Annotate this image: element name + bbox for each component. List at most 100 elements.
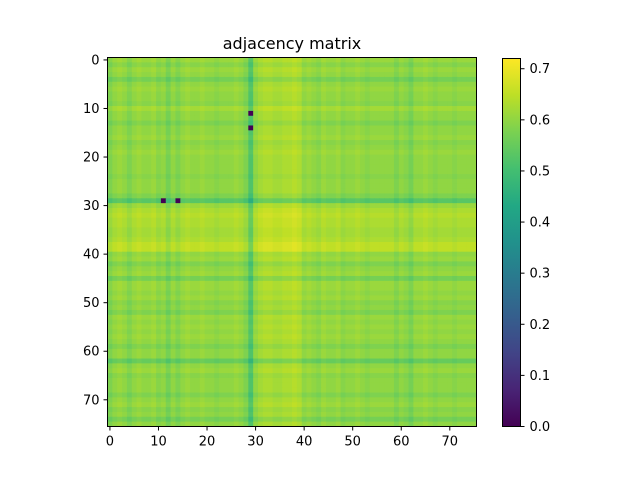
heatmap-cell — [209, 67, 215, 73]
heatmap-cell — [359, 178, 366, 185]
heatmap-cell — [398, 227, 405, 233]
heatmap-cell — [466, 135, 473, 141]
heatmap-cell — [471, 135, 477, 141]
heatmap-cell — [156, 125, 162, 131]
heatmap-cell — [199, 125, 206, 131]
heatmap-cell — [262, 363, 269, 369]
heatmap-cell — [277, 101, 283, 107]
heatmap-cell — [389, 125, 395, 131]
heatmap-cell — [398, 348, 405, 355]
heatmap-cell — [112, 183, 118, 189]
heatmap-cell — [262, 314, 269, 321]
heatmap-cell — [272, 183, 278, 189]
heatmap-cell — [175, 237, 181, 243]
heatmap-cell — [287, 256, 293, 262]
heatmap-cell — [408, 110, 414, 117]
heatmap-cell — [447, 140, 453, 146]
heatmap-cell — [228, 275, 235, 282]
heatmap-cell — [447, 86, 453, 92]
heatmap-cell — [151, 203, 157, 209]
heatmap-cell — [262, 130, 269, 136]
heatmap-cell — [466, 193, 473, 199]
heatmap-cell — [389, 290, 395, 296]
heatmap-cell — [267, 348, 273, 355]
heatmap-cell — [160, 91, 167, 97]
heatmap-cell — [384, 232, 390, 238]
heatmap-cell — [282, 154, 288, 160]
heatmap-cell — [180, 164, 186, 170]
heatmap-cell — [117, 149, 123, 156]
heatmap-cell — [272, 91, 278, 97]
heatmap-cell — [253, 363, 259, 369]
heatmap-cell — [466, 208, 473, 214]
heatmap-cell — [442, 280, 448, 287]
heatmap-cell — [253, 140, 259, 146]
heatmap-cell — [238, 86, 244, 92]
heatmap-cell — [165, 91, 172, 97]
heatmap-cell — [316, 319, 322, 325]
heatmap-cell — [277, 193, 283, 199]
heatmap-cell — [306, 251, 312, 257]
heatmap-cell — [204, 198, 210, 204]
heatmap-cell — [243, 271, 249, 277]
heatmap-cell — [296, 208, 303, 214]
heatmap-cell — [287, 363, 293, 369]
heatmap-cell — [413, 135, 419, 141]
heatmap-cell — [461, 261, 468, 267]
heatmap-cell — [432, 222, 439, 228]
heatmap-cell — [243, 81, 249, 88]
heatmap-cell — [112, 339, 118, 345]
heatmap-cell — [224, 217, 230, 223]
heatmap-cell — [136, 314, 142, 321]
heatmap-cell — [277, 91, 283, 97]
heatmap-cell — [204, 144, 210, 151]
heatmap-cell — [238, 135, 244, 141]
heatmap-cell — [233, 208, 239, 214]
heatmap-cell — [325, 198, 332, 204]
heatmap-cell — [398, 86, 405, 92]
heatmap-cell — [355, 198, 361, 204]
heatmap-cell — [340, 193, 346, 199]
heatmap-cell — [151, 164, 157, 170]
heatmap-cell — [262, 348, 269, 355]
heatmap-cell — [321, 339, 327, 345]
heatmap-cell — [296, 373, 303, 379]
heatmap-cell — [389, 144, 395, 151]
heatmap-cell — [141, 300, 147, 306]
heatmap-cell — [325, 285, 332, 291]
heatmap-cell — [175, 174, 181, 180]
heatmap-cell — [466, 57, 473, 63]
heatmap-cell — [418, 164, 424, 170]
heatmap-cell — [243, 174, 249, 180]
heatmap-cell — [282, 266, 288, 272]
heatmap-cell — [374, 256, 380, 262]
heatmap-cell — [219, 198, 225, 204]
heatmap-cell — [151, 222, 157, 228]
heatmap-cell — [258, 188, 264, 194]
heatmap-cell — [398, 300, 405, 306]
heatmap-cell — [258, 135, 264, 141]
heatmap-cell — [330, 159, 337, 165]
heatmap-cell — [224, 271, 230, 277]
heatmap-cell — [423, 174, 429, 180]
heatmap-cell — [141, 368, 147, 374]
heatmap-cell — [471, 343, 477, 350]
heatmap-cell — [112, 96, 118, 102]
heatmap-cell — [325, 62, 332, 68]
heatmap-cell — [160, 208, 167, 214]
heatmap-cell — [248, 208, 254, 214]
heatmap-cell — [156, 110, 162, 117]
heatmap-cell — [151, 339, 157, 345]
heatmap-cell — [418, 183, 424, 189]
heatmap-cell — [175, 334, 181, 340]
heatmap-cell — [413, 174, 419, 180]
heatmap-cell — [350, 149, 356, 156]
heatmap-cell — [355, 144, 361, 151]
heatmap-cell — [408, 212, 414, 219]
heatmap-cell — [156, 353, 162, 359]
heatmap-cell — [190, 266, 196, 272]
heatmap-cell — [243, 115, 249, 122]
heatmap-cell — [471, 62, 477, 68]
heatmap-cell — [393, 144, 400, 151]
heatmap-cell — [471, 106, 477, 112]
